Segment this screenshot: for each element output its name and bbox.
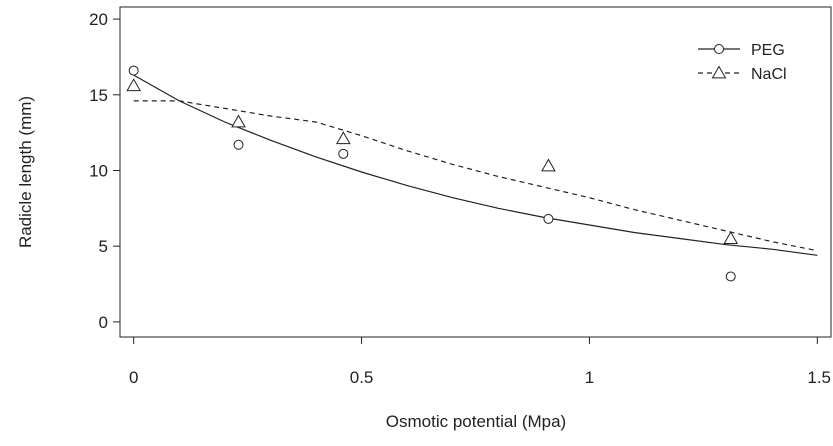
data-point-peg xyxy=(128,65,139,76)
y-tick-label: 5 xyxy=(99,237,108,256)
x-tick-label: 1.5 xyxy=(807,368,831,387)
data-point-nacl xyxy=(231,114,246,128)
legend-label-peg: PEG xyxy=(751,42,785,59)
x-tick-label: 1 xyxy=(585,368,594,387)
data-point-peg xyxy=(338,148,349,159)
x-axis-title: Osmotic potential (Mpa) xyxy=(386,412,566,431)
data-points xyxy=(126,65,739,282)
y-tick-label: 10 xyxy=(89,161,108,180)
data-point-peg xyxy=(543,213,554,224)
data-point-nacl xyxy=(335,131,351,145)
data-point-peg xyxy=(233,139,244,150)
fit-line-peg xyxy=(133,74,818,256)
legend: PEG NaCl xyxy=(698,42,787,83)
data-point-nacl xyxy=(541,158,556,172)
data-point-nacl xyxy=(126,78,142,92)
legend-marker-nacl xyxy=(711,65,727,79)
legend-marker-peg xyxy=(714,44,724,54)
y-tick-label: 0 xyxy=(99,313,108,332)
plot-frame xyxy=(119,6,832,338)
y-tick-label: 20 xyxy=(89,10,108,29)
data-point-nacl xyxy=(723,231,739,244)
y-tick-label: 15 xyxy=(89,86,108,105)
data-point-peg xyxy=(725,271,736,282)
x-tick-label: 0 xyxy=(129,368,138,387)
x-tick-label: 0.5 xyxy=(350,368,374,387)
y-axis-title: Radicle length (mm) xyxy=(16,96,35,248)
y-axis: 0 5 10 15 20 xyxy=(89,10,120,332)
fit-line-nacl xyxy=(133,100,818,252)
x-axis: 0 0.5 1 1.5 xyxy=(129,337,831,387)
fit-lines xyxy=(133,74,818,256)
legend-label-nacl: NaCl xyxy=(751,66,787,83)
